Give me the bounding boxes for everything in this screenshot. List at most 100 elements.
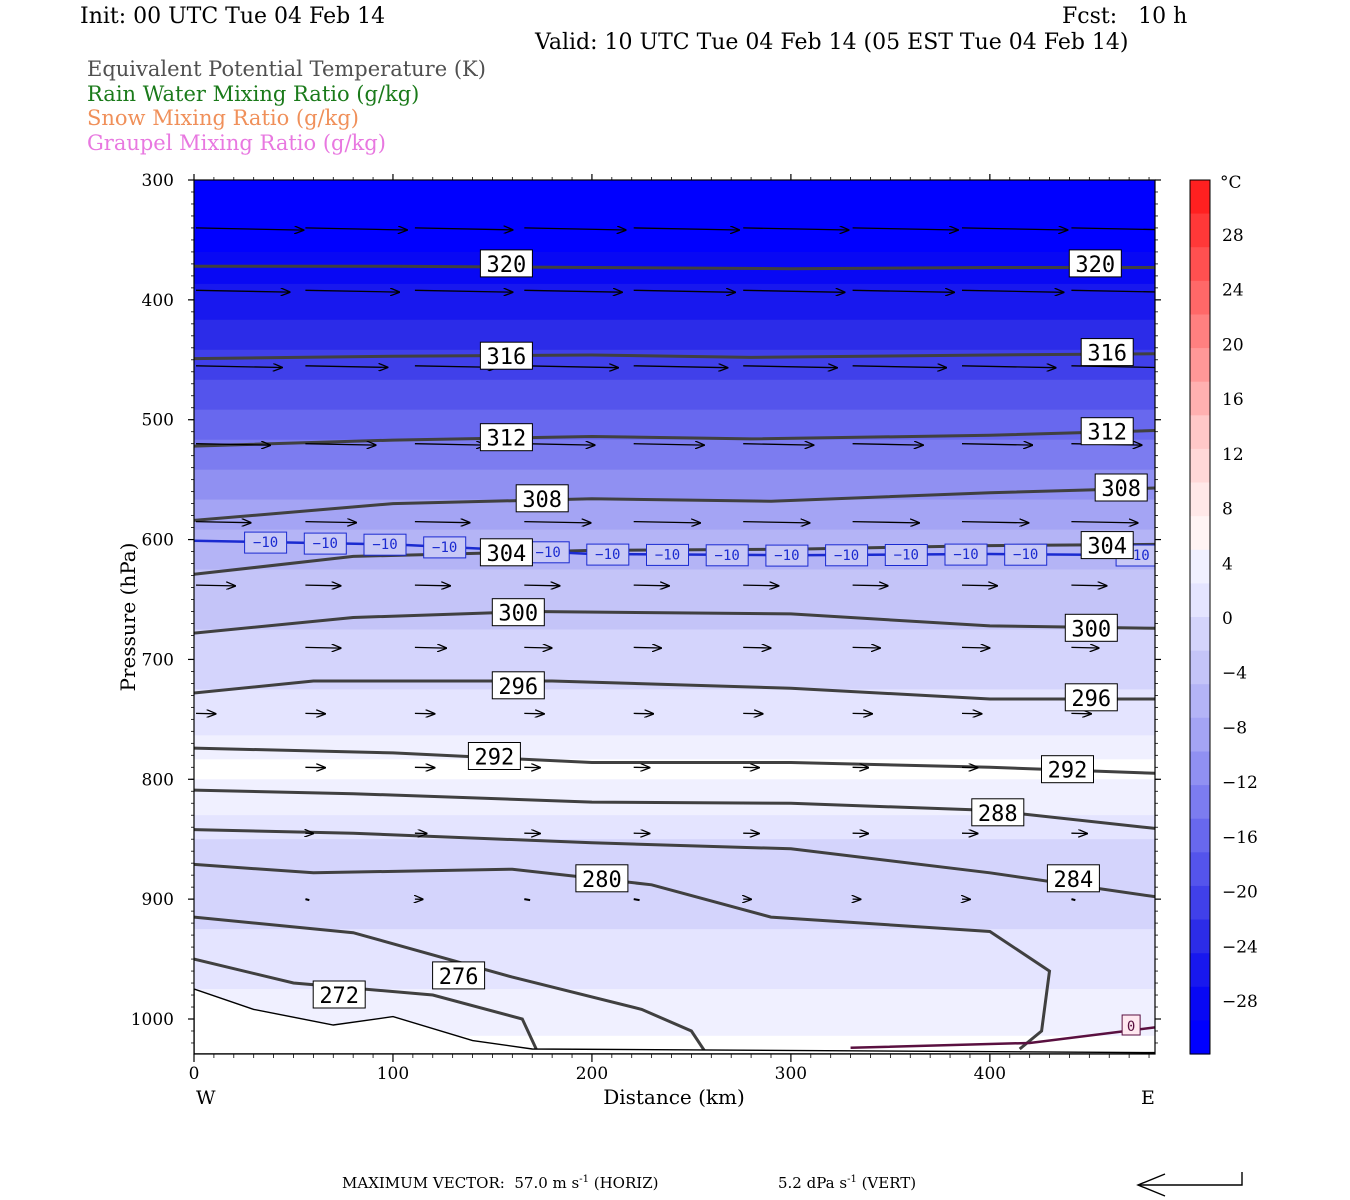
wind-vector	[524, 228, 625, 230]
temp-band	[194, 589, 1155, 601]
temp-band	[194, 359, 1155, 371]
colorbar-swatch	[1190, 247, 1210, 282]
colorbar-swatch	[1190, 448, 1210, 484]
temp-band	[194, 389, 1155, 401]
contour-label-box	[479, 423, 533, 452]
temp-band	[194, 969, 1155, 980]
colorbar-swatch	[1190, 717, 1210, 752]
colorbar-swatch	[1190, 482, 1210, 517]
temp-band	[194, 1030, 1155, 1037]
isotherm-label: −10	[536, 545, 561, 561]
isotherm-label: −10	[1013, 547, 1038, 563]
colorbar-swatch	[1190, 314, 1210, 349]
max-vector-horiz: MAXIMUM VECTOR: 57.0 m s-1 (HORIZ)	[342, 1174, 658, 1192]
colorbar-label: 0	[1222, 609, 1233, 629]
temp-band	[194, 919, 1155, 930]
max-vector-suffix: (HORIZ)	[588, 1174, 659, 1192]
temp-band	[194, 569, 1155, 581]
y-tick-label: 900	[142, 890, 174, 910]
colorbar-label: 8	[1222, 500, 1233, 520]
temp-band	[194, 449, 1155, 461]
wind-vector	[195, 228, 303, 230]
wind-vector	[414, 290, 513, 292]
isotherm-label-box	[303, 532, 347, 555]
legend-theta-e: Equivalent Potential Temperature (K)	[87, 57, 486, 81]
temp-band	[194, 649, 1155, 661]
contour-label-312: 312	[1087, 421, 1127, 446]
exponent-1: -1	[579, 1174, 589, 1185]
temp-band	[194, 419, 1155, 431]
x-tick-label: 300	[775, 1064, 807, 1084]
colorbar: 28 24 20 16 12 8 4 0 −4 −8 −12 −16 −20 −24 −28 °C	[1189, 173, 1258, 1055]
temp-band	[194, 339, 1155, 351]
max-vector-vert: 5.2 dPa s-1 (VERT)	[778, 1174, 916, 1192]
wind-vector	[414, 522, 470, 523]
temp-band	[194, 227, 1155, 241]
contour-label-304: 304	[1087, 535, 1127, 560]
temp-band	[194, 459, 1155, 471]
temp-band	[194, 399, 1155, 411]
isotherm-label: −10	[894, 548, 919, 564]
colorbar-swatch	[1190, 785, 1210, 820]
wind-vector	[743, 522, 809, 523]
contour-label-276: 276	[439, 965, 479, 990]
contour-label-box	[1041, 755, 1094, 784]
colorbar-swatch	[1190, 180, 1210, 215]
wind-vector	[524, 444, 594, 445]
x-tick-label: 0	[189, 1064, 200, 1084]
wind-vector	[852, 444, 923, 445]
theta-e-contour-292	[194, 746, 1155, 775]
contour-label-box	[1068, 249, 1122, 278]
y-tick-label: 300	[142, 171, 174, 191]
theta-e-contour-308	[194, 486, 1155, 522]
contour-label-288: 288	[978, 802, 1018, 827]
colorbar-swatch	[1190, 549, 1210, 584]
contour-label-box	[1064, 613, 1118, 642]
contour-label-box	[1080, 531, 1134, 560]
isotherm-label-box	[423, 536, 467, 559]
wind-vector	[961, 647, 989, 648]
wind-vector	[414, 647, 446, 648]
temp-band	[194, 267, 1155, 277]
contour-label-box	[1080, 417, 1134, 446]
isotherm-label-box	[1004, 543, 1048, 566]
zero-label-box	[1121, 1014, 1141, 1036]
contour-label-320: 320	[1075, 253, 1115, 278]
temp-band	[194, 999, 1155, 1010]
contour-label-box	[467, 742, 521, 770]
temp-band	[194, 369, 1155, 381]
colorbar-swatch	[1190, 852, 1210, 887]
wind-vector	[633, 290, 735, 292]
temp-band	[194, 959, 1155, 970]
temp-band	[194, 599, 1155, 611]
y-axis-label: Pressure (hPa)	[116, 543, 140, 692]
colorbar-label: −24	[1222, 937, 1258, 957]
x-tick-label: 200	[576, 1064, 608, 1084]
temp-band	[194, 180, 1155, 193]
colorbar-label: −28	[1222, 992, 1258, 1012]
contour-label-272: 272	[319, 984, 359, 1009]
temp-band	[194, 239, 1155, 253]
wind-vector	[414, 444, 485, 445]
temp-band	[194, 204, 1155, 217]
contour-label-box	[312, 980, 366, 1009]
wind-vector	[961, 444, 1032, 445]
colorbar-unit: °C	[1220, 173, 1242, 193]
colorbar-swatch	[1190, 617, 1210, 652]
legend-graupel: Graupel Mixing Ratio (g/kg)	[87, 131, 386, 155]
y-tick-label: 800	[142, 770, 174, 790]
colorbar-swatch	[1190, 818, 1210, 853]
contour-label-box	[1080, 338, 1134, 367]
plot-frame	[193, 179, 1156, 1055]
contour-label-296: 296	[498, 675, 538, 700]
contour-label-box	[1064, 683, 1118, 712]
wind-vector	[743, 366, 837, 368]
wind-vector	[852, 647, 880, 648]
temp-band	[194, 469, 1155, 481]
contour-label-300: 300	[498, 602, 538, 627]
wind-vector	[1071, 585, 1106, 586]
colorbar-swatch	[1190, 583, 1210, 618]
wind-vector	[852, 290, 954, 292]
temp-band	[194, 791, 1155, 805]
